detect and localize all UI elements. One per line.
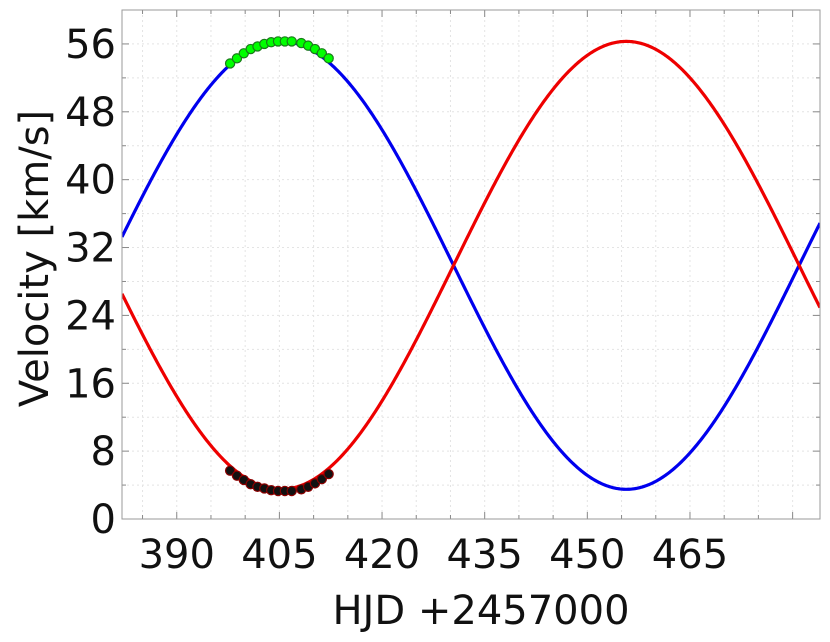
y-tick-label: 24 <box>65 293 116 339</box>
x-tick-label: 465 <box>652 532 728 578</box>
black-data-point <box>286 485 297 497</box>
y-tick-label: 0 <box>91 497 116 543</box>
x-tick-label: 420 <box>344 532 420 578</box>
y-tick-label: 16 <box>65 361 116 407</box>
y-tick-label: 40 <box>65 158 116 204</box>
green-data-point <box>323 53 334 64</box>
y-tick-label: 48 <box>65 90 116 136</box>
y-tick-label: 32 <box>65 226 116 272</box>
y-axis-label: Velocity [km/s] <box>12 110 58 407</box>
green-data-point <box>286 36 297 47</box>
black-data-point <box>316 473 328 485</box>
green-data-point <box>316 48 328 59</box>
x-tick-label: 405 <box>241 532 317 578</box>
black-data-point <box>323 468 334 480</box>
green-data-point <box>224 58 236 69</box>
y-tick-labels: 0 8 16 24 32 40 48 56 <box>65 22 116 543</box>
x-tick-label: 450 <box>549 532 625 578</box>
black-data-point <box>224 465 236 476</box>
tick-marks <box>122 9 820 520</box>
plot-frame <box>121 9 821 520</box>
x-axis-label: HJD +2457000 <box>332 588 629 634</box>
y-tick-label: 8 <box>91 429 116 475</box>
x-tick-label: 390 <box>139 532 215 578</box>
data-marks <box>224 36 334 497</box>
x-tick-label: 435 <box>447 532 523 578</box>
y-tick-label: 56 <box>65 22 116 68</box>
green-data-point <box>231 53 243 64</box>
x-tick-labels: 390 405 420 435 450 465 <box>139 532 729 578</box>
